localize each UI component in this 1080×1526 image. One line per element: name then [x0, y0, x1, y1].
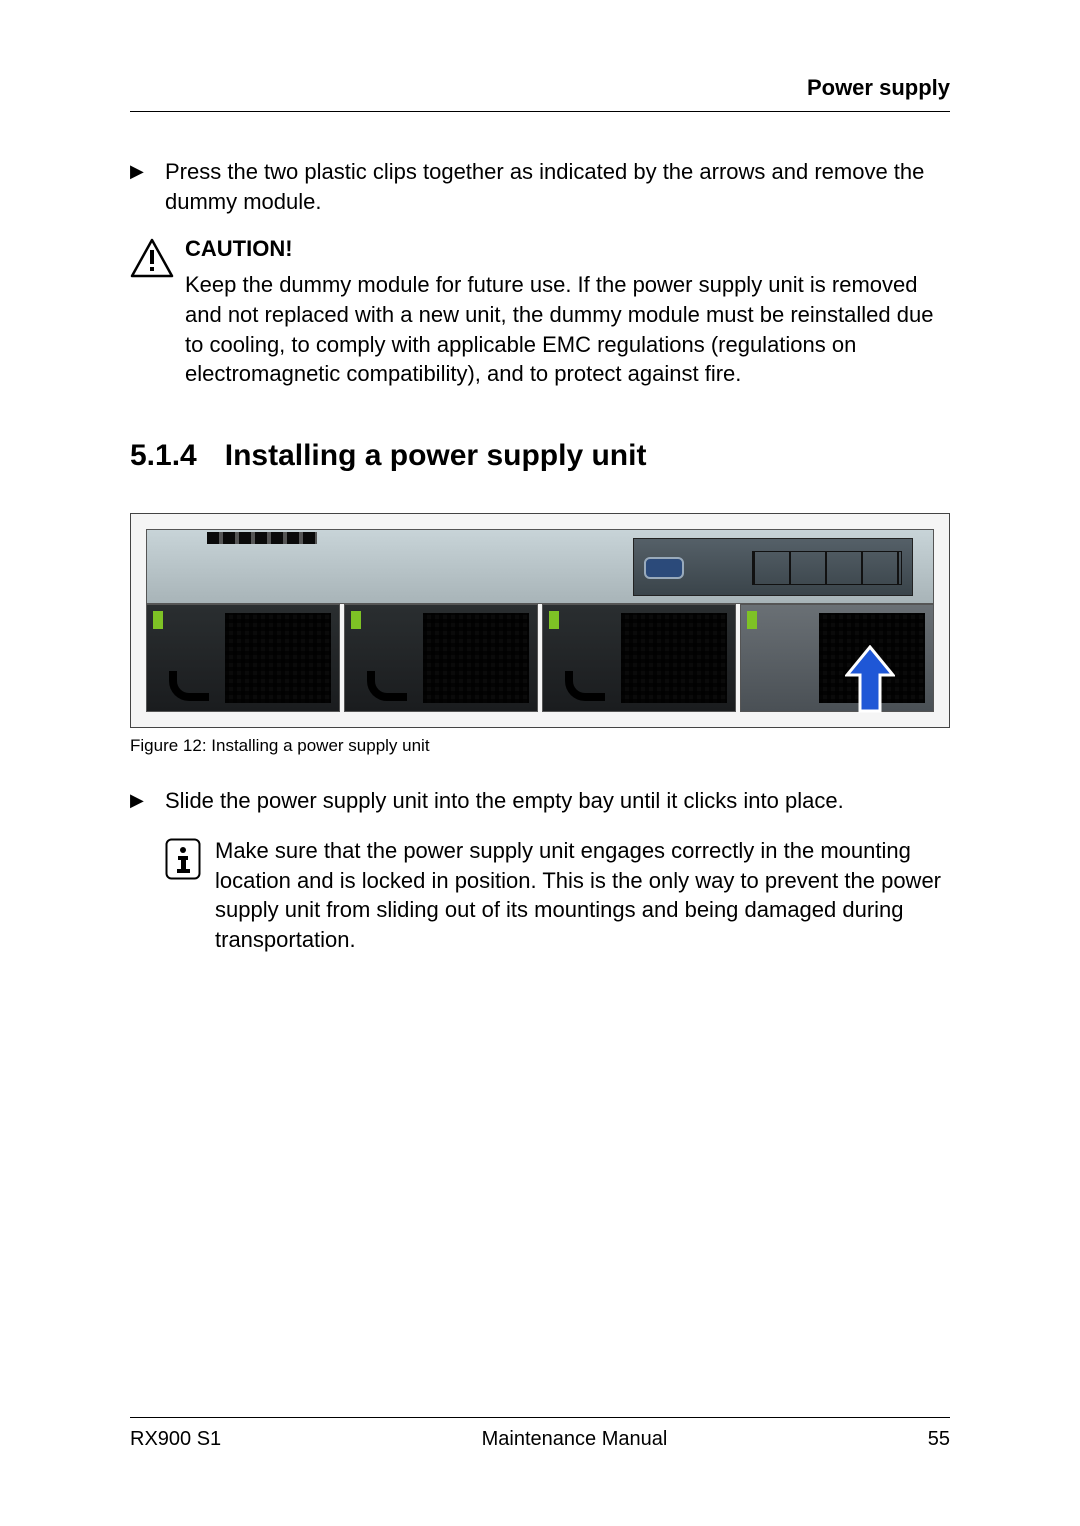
step-text: Press the two plastic clips together as … — [165, 157, 950, 216]
figure-psu-install — [130, 513, 950, 728]
step-marker-icon: ▶ — [130, 786, 165, 816]
caution-title: CAUTION! — [185, 236, 950, 262]
header-section-title: Power supply — [807, 75, 950, 100]
section-number: 5.1.4 — [130, 439, 197, 473]
step-slide-psu: ▶ Slide the power supply unit into the e… — [130, 786, 950, 816]
caution-block: CAUTION! Keep the dummy module for futur… — [130, 236, 950, 389]
info-block: Make sure that the power supply unit eng… — [165, 836, 950, 955]
footer-page-number: 55 — [928, 1428, 950, 1451]
figure-caption: Figure 12: Installing a power supply uni… — [130, 736, 950, 756]
section-heading: 5.1.4 Installing a power supply unit — [130, 439, 950, 473]
page-footer: RX900 S1 Maintenance Manual 55 — [130, 1417, 950, 1451]
footer-doc-title: Maintenance Manual — [482, 1428, 668, 1451]
info-body: Make sure that the power supply unit eng… — [215, 836, 950, 955]
step-marker-icon: ▶ — [130, 157, 165, 216]
step-remove-dummy: ▶ Press the two plastic clips together a… — [130, 157, 950, 216]
section-title: Installing a power supply unit — [225, 439, 647, 472]
page-header: Power supply — [130, 75, 950, 112]
caution-icon — [130, 236, 185, 389]
footer-model: RX900 S1 — [130, 1428, 221, 1451]
caution-body: Keep the dummy module for future use. If… — [185, 270, 950, 389]
install-arrow-path — [847, 647, 893, 711]
info-icon — [165, 836, 215, 955]
step-text: Slide the power supply unit into the emp… — [165, 786, 844, 816]
install-arrow-icon — [845, 645, 895, 715]
